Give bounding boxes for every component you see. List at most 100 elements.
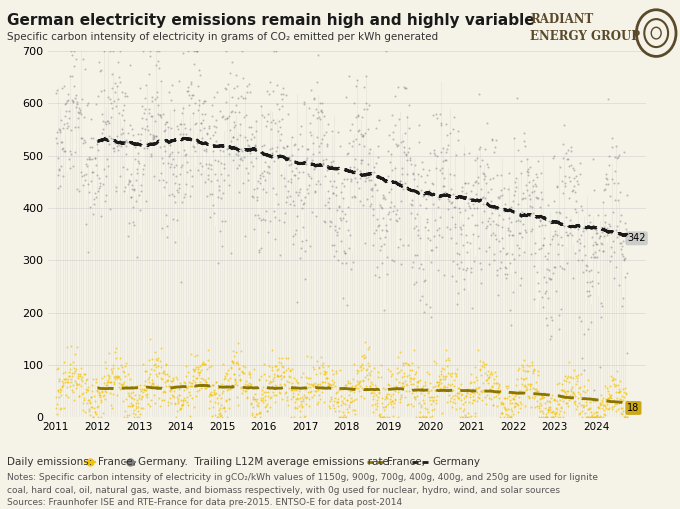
Point	[529, 394, 540, 402]
Point	[443, 195, 454, 203]
Point	[61, 375, 71, 383]
Point	[222, 80, 233, 88]
Point	[121, 359, 132, 367]
Point	[266, 392, 277, 401]
Point	[556, 264, 567, 272]
Point	[272, 365, 283, 374]
Point	[335, 214, 345, 222]
Point	[112, 142, 122, 150]
Point	[538, 303, 549, 311]
Point	[395, 395, 406, 404]
Point	[83, 386, 94, 394]
Point	[557, 241, 568, 249]
Point	[586, 233, 597, 241]
Point	[415, 389, 426, 398]
Point	[140, 386, 151, 394]
Point	[365, 378, 376, 386]
Point	[159, 386, 170, 394]
Point	[94, 174, 105, 182]
Point	[131, 396, 142, 404]
Point	[279, 381, 290, 389]
Point	[605, 252, 616, 261]
Point	[173, 397, 184, 405]
Point	[404, 377, 415, 385]
Point	[329, 177, 340, 185]
Point	[143, 109, 154, 117]
Point	[92, 136, 103, 145]
Point	[69, 94, 80, 102]
Point	[517, 220, 528, 228]
Point	[316, 107, 326, 115]
Point	[375, 413, 386, 421]
Point	[407, 169, 418, 177]
Point	[517, 195, 528, 203]
Point	[399, 359, 410, 367]
Point	[363, 343, 374, 351]
Point	[488, 250, 499, 258]
Point	[619, 255, 630, 263]
Point	[303, 374, 314, 382]
Point	[135, 181, 146, 189]
Point	[154, 176, 165, 184]
Point	[173, 391, 184, 399]
Point	[505, 413, 516, 421]
Point	[497, 244, 508, 252]
Point	[524, 191, 534, 200]
Point	[379, 192, 390, 201]
Point	[315, 180, 326, 188]
Point	[506, 218, 517, 226]
Point	[611, 388, 622, 397]
Point	[396, 382, 407, 390]
Point	[291, 188, 302, 196]
Point	[351, 369, 362, 377]
Point	[231, 393, 242, 401]
Point	[417, 192, 428, 201]
Point	[108, 135, 119, 143]
Point	[528, 295, 539, 303]
Point	[209, 389, 220, 398]
Point	[604, 390, 615, 398]
Point	[178, 394, 189, 403]
Point	[68, 98, 79, 106]
Point	[300, 412, 311, 420]
Point	[408, 380, 419, 388]
Point	[473, 179, 483, 187]
Point	[372, 263, 383, 271]
Point	[249, 185, 260, 193]
Point	[220, 372, 231, 380]
Point	[80, 176, 90, 184]
Point	[392, 387, 403, 395]
Point	[361, 385, 372, 393]
Point	[300, 247, 311, 255]
Point	[584, 405, 595, 413]
Point	[513, 146, 524, 154]
Point	[541, 413, 552, 421]
Point	[574, 235, 585, 243]
Point	[493, 380, 504, 388]
Point	[228, 371, 239, 379]
Point	[352, 178, 362, 186]
Point	[379, 194, 390, 203]
Point	[204, 124, 215, 132]
Point	[592, 240, 602, 248]
Point	[456, 379, 466, 387]
Point	[583, 376, 594, 384]
Point	[447, 125, 458, 133]
Point	[73, 104, 84, 112]
Point	[354, 126, 364, 134]
Point	[380, 394, 391, 403]
Point	[255, 174, 266, 182]
Point	[192, 47, 203, 55]
Point	[602, 225, 613, 234]
Point	[307, 380, 318, 388]
Point	[486, 136, 497, 144]
Point	[518, 382, 529, 390]
Point	[290, 163, 301, 172]
Point	[363, 176, 374, 184]
Point	[144, 370, 155, 378]
Point	[319, 131, 330, 139]
Point	[288, 201, 299, 209]
Point	[321, 166, 332, 174]
Point	[507, 231, 517, 239]
Point	[282, 142, 292, 150]
